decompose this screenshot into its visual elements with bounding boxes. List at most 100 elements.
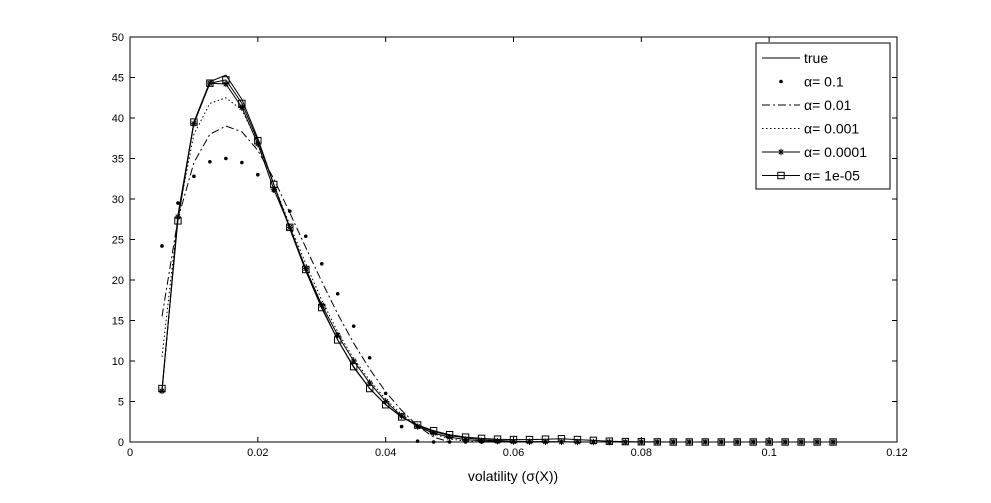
data-point-marker: [256, 172, 260, 177]
data-point-marker: [777, 171, 785, 180]
data-point-marker: [493, 435, 502, 443]
data-point-marker: [829, 438, 837, 446]
data-point-marker: [303, 234, 308, 239]
data-point-marker: [158, 387, 166, 395]
data-point-marker: [381, 401, 390, 409]
data-point-marker: [781, 438, 789, 446]
y-tick-label: 15: [112, 316, 124, 328]
legend-label: α= 0.1: [804, 74, 844, 90]
data-point-marker: [653, 438, 662, 446]
data-point-marker: [302, 265, 310, 274]
data-point-marker: [590, 438, 597, 446]
y-tick-label: 45: [112, 73, 124, 85]
data-point-marker: [685, 438, 693, 446]
y-axis-ticks: 0 5 10 15 20 25 30 35 40 45 50: [112, 32, 897, 449]
data-point-marker: [526, 438, 533, 445]
data-point-marker: [334, 331, 341, 339]
data-point-marker: [461, 433, 470, 441]
data-point-marker: [797, 438, 805, 446]
y-tick-label: 0: [118, 437, 124, 449]
x-tick-label: 0.06: [503, 447, 524, 459]
data-point-marker: [206, 79, 214, 87]
data-point-marker: [367, 355, 372, 360]
legend-label: α= 0.0001: [804, 144, 867, 160]
data-point-marker: [415, 439, 420, 443]
data-point-marker: [208, 159, 212, 164]
data-point-marker: [447, 440, 452, 444]
data-point-marker: [240, 160, 244, 165]
data-point-marker: [621, 437, 630, 446]
y-tick-label: 10: [112, 356, 124, 368]
data-point-marker: [573, 435, 582, 444]
data-point-marker: [589, 436, 598, 445]
y-tick-label: 35: [112, 154, 124, 166]
data-point-marker: [192, 174, 196, 179]
data-point-marker: [477, 434, 486, 443]
data-point-marker: [637, 438, 646, 446]
data-point-marker: [238, 104, 246, 111]
data-point-marker: [174, 213, 182, 221]
y-tick-label: 25: [112, 235, 124, 247]
y-tick-label: 30: [112, 194, 124, 206]
data-point-marker: [270, 186, 278, 193]
data-point-marker: [318, 303, 326, 312]
series-line: [161, 79, 834, 443]
data-point-marker: [494, 437, 501, 445]
y-tick-label: 40: [112, 113, 124, 125]
x-tick-label: 0.12: [886, 447, 907, 459]
x-tick-label: 0.02: [247, 447, 268, 459]
legend-label: α= 0.01: [804, 97, 852, 113]
data-point-marker: [335, 291, 340, 296]
data-point-marker: [160, 244, 164, 248]
data-point-marker: [431, 440, 436, 444]
data-point-marker: [779, 79, 783, 84]
data-point-marker: [542, 438, 549, 446]
data-point-marker: [669, 438, 677, 446]
data-point-marker: [717, 438, 725, 446]
data-point-marker: [777, 148, 785, 156]
data-point-marker: [319, 262, 324, 266]
y-tick-label: 5: [118, 397, 124, 409]
data-point-marker: [813, 438, 821, 446]
legend: true α= 0.1 α= 0.01 α= 0.001 α= 0.0001 α= 1e-…: [755, 42, 891, 190]
x-axis-label: volatility (σ(X)): [468, 468, 558, 484]
data-point-marker: [351, 324, 356, 328]
data-point-marker: [445, 431, 454, 439]
x-tick-label: 0: [127, 447, 133, 459]
x-tick-label: 0.1: [762, 447, 777, 459]
data-point-marker: [254, 136, 262, 145]
data-point-marker: [224, 156, 228, 161]
data-point-marker: [509, 435, 518, 444]
data-point-marker: [350, 362, 358, 371]
data-point-marker: [174, 217, 182, 225]
data-point-marker: [158, 384, 166, 393]
data-point-marker: [462, 436, 469, 443]
series-layer: [158, 74, 837, 446]
x-axis-ticks: 0 0.02 0.04 0.06 0.08 0.1 0.12: [127, 37, 908, 459]
x-tick-label: 0.08: [631, 447, 652, 459]
data-point-marker: [429, 426, 438, 435]
data-point-marker: [446, 433, 453, 441]
x-tick-label: 0.04: [375, 447, 396, 459]
data-point-marker: [749, 438, 757, 446]
data-point-marker: [318, 301, 325, 309]
data-point-marker: [414, 423, 421, 430]
data-point-marker: [478, 437, 485, 444]
legend-box: [755, 42, 891, 190]
data-point-marker: [350, 357, 357, 365]
data-point-marker: [525, 435, 534, 444]
data-point-marker: [238, 99, 246, 108]
data-point-marker: [765, 438, 773, 446]
y-tick-label: 50: [112, 32, 124, 44]
data-point-marker: [366, 379, 373, 387]
legend-label: true: [804, 50, 828, 66]
data-point-marker: [365, 384, 374, 393]
data-point-marker: [397, 413, 406, 421]
data-point-marker: [557, 435, 566, 443]
y-tick-label: 20: [112, 275, 124, 287]
data-point-marker: [398, 412, 405, 420]
data-point-marker: [190, 118, 198, 126]
data-point-marker: [701, 438, 709, 446]
